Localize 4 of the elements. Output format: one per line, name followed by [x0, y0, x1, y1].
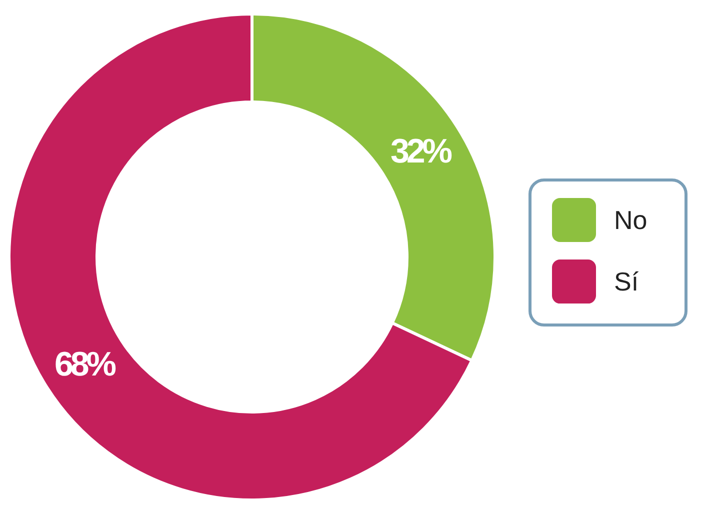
data-label: 32% — [390, 132, 452, 170]
data-label: 68% — [54, 346, 116, 384]
legend-label: Sí — [614, 266, 640, 297]
legend-label: No — [614, 205, 648, 236]
